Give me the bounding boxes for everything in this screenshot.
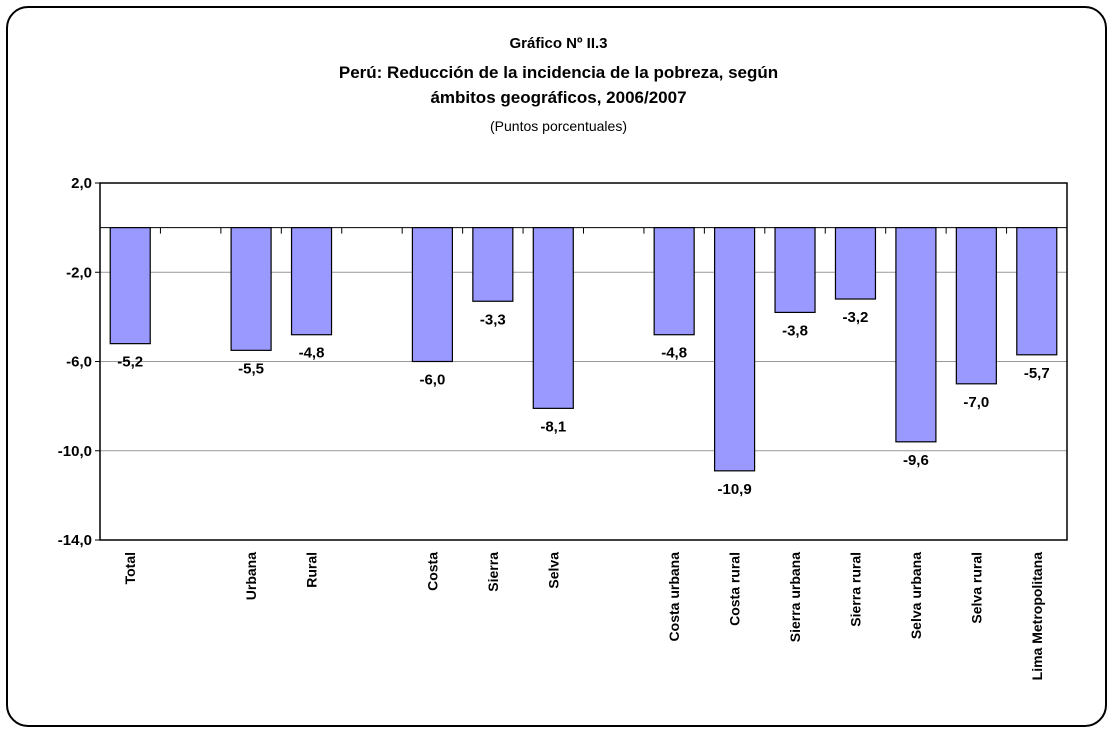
x-tick-label: Sierra rural xyxy=(847,552,863,627)
y-tick-label: 2,0 xyxy=(71,175,92,192)
bar-10 xyxy=(834,227,877,300)
x-tick-label: Selva xyxy=(545,552,561,589)
data-label: -7,0 xyxy=(963,394,989,411)
x-tick-label: Total xyxy=(122,552,138,584)
data-label: -5,5 xyxy=(238,360,264,377)
y-tick-label: -14,0 xyxy=(58,532,92,549)
bar-12 xyxy=(955,227,997,385)
x-tick-label: Lima Metropolitana xyxy=(1029,552,1045,681)
bar-13 xyxy=(1016,227,1058,356)
chart-title-line1: Perú: Reducción de la incidencia de la p… xyxy=(338,63,779,82)
bar-1 xyxy=(109,227,151,345)
x-tick-label: Selva urbana xyxy=(908,552,924,639)
bar-8 xyxy=(713,227,756,472)
data-label: -5,2 xyxy=(117,354,143,371)
x-tick-label: Costa xyxy=(424,552,440,591)
x-tick-label: Costa urbana xyxy=(666,552,682,642)
x-tick-label: Selva rural xyxy=(968,552,984,624)
bar-6 xyxy=(532,227,574,409)
chart-subtitle: (Puntos porcentuales) xyxy=(490,118,627,134)
data-label: -4,8 xyxy=(661,345,687,362)
bar-4 xyxy=(411,227,454,363)
y-tick-label: -2,0 xyxy=(66,264,92,281)
data-label: -3,3 xyxy=(480,311,506,328)
x-tick-label: Sierra xyxy=(485,552,501,592)
bar-11 xyxy=(895,227,937,443)
x-tick-label: Urbana xyxy=(243,552,259,600)
bar-5 xyxy=(472,227,514,302)
bar-7 xyxy=(653,227,695,336)
data-label: -3,2 xyxy=(843,309,869,326)
bar-3 xyxy=(290,227,333,336)
y-tick-label: -10,0 xyxy=(58,443,92,460)
chart-supertitle: Gráfico Nº II.3 xyxy=(509,35,608,52)
data-label: -6,0 xyxy=(419,372,445,389)
bar-9 xyxy=(774,227,816,314)
title-block: Gráfico Nº II.3 Perú: Reducción de la in… xyxy=(0,34,1117,136)
data-label: -5,7 xyxy=(1024,365,1050,382)
data-label: -8,1 xyxy=(540,418,566,435)
data-label: -9,6 xyxy=(903,452,929,469)
bar-2 xyxy=(230,227,272,351)
data-label: -10,9 xyxy=(717,481,751,498)
y-tick-label: -6,0 xyxy=(66,354,92,371)
data-label: -4,8 xyxy=(299,345,325,362)
data-label: -3,8 xyxy=(782,322,808,339)
x-tick-label: Rural xyxy=(304,552,320,588)
x-tick-label: Costa rural xyxy=(727,552,743,626)
x-tick-label: Sierra urbana xyxy=(787,552,803,642)
chart-title-line2: ámbitos geográficos, 2006/2007 xyxy=(430,88,687,107)
